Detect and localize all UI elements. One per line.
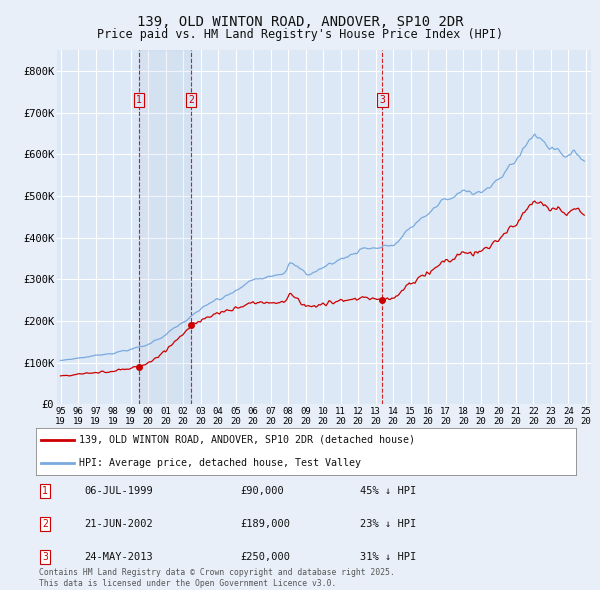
Text: £189,000: £189,000 — [240, 519, 290, 529]
Text: 45% ↓ HPI: 45% ↓ HPI — [360, 486, 416, 496]
Text: 21-JUN-2002: 21-JUN-2002 — [84, 519, 153, 529]
Text: £250,000: £250,000 — [240, 552, 290, 562]
Bar — [139, 50, 191, 404]
Text: 2: 2 — [188, 95, 194, 105]
Text: 3: 3 — [380, 95, 385, 105]
Text: 06-JUL-1999: 06-JUL-1999 — [84, 486, 153, 496]
Text: 139, OLD WINTON ROAD, ANDOVER, SP10 2DR: 139, OLD WINTON ROAD, ANDOVER, SP10 2DR — [137, 15, 463, 30]
Text: 24-MAY-2013: 24-MAY-2013 — [84, 552, 153, 562]
Text: HPI: Average price, detached house, Test Valley: HPI: Average price, detached house, Test… — [79, 458, 361, 468]
Text: 23% ↓ HPI: 23% ↓ HPI — [360, 519, 416, 529]
Text: Price paid vs. HM Land Registry's House Price Index (HPI): Price paid vs. HM Land Registry's House … — [97, 28, 503, 41]
Text: 139, OLD WINTON ROAD, ANDOVER, SP10 2DR (detached house): 139, OLD WINTON ROAD, ANDOVER, SP10 2DR … — [79, 435, 415, 444]
Text: 3: 3 — [42, 552, 48, 562]
Text: 1: 1 — [136, 95, 142, 105]
Text: 2: 2 — [42, 519, 48, 529]
Text: 31% ↓ HPI: 31% ↓ HPI — [360, 552, 416, 562]
Text: £90,000: £90,000 — [240, 486, 284, 496]
Text: Contains HM Land Registry data © Crown copyright and database right 2025.
This d: Contains HM Land Registry data © Crown c… — [39, 568, 395, 588]
Text: 1: 1 — [42, 486, 48, 496]
